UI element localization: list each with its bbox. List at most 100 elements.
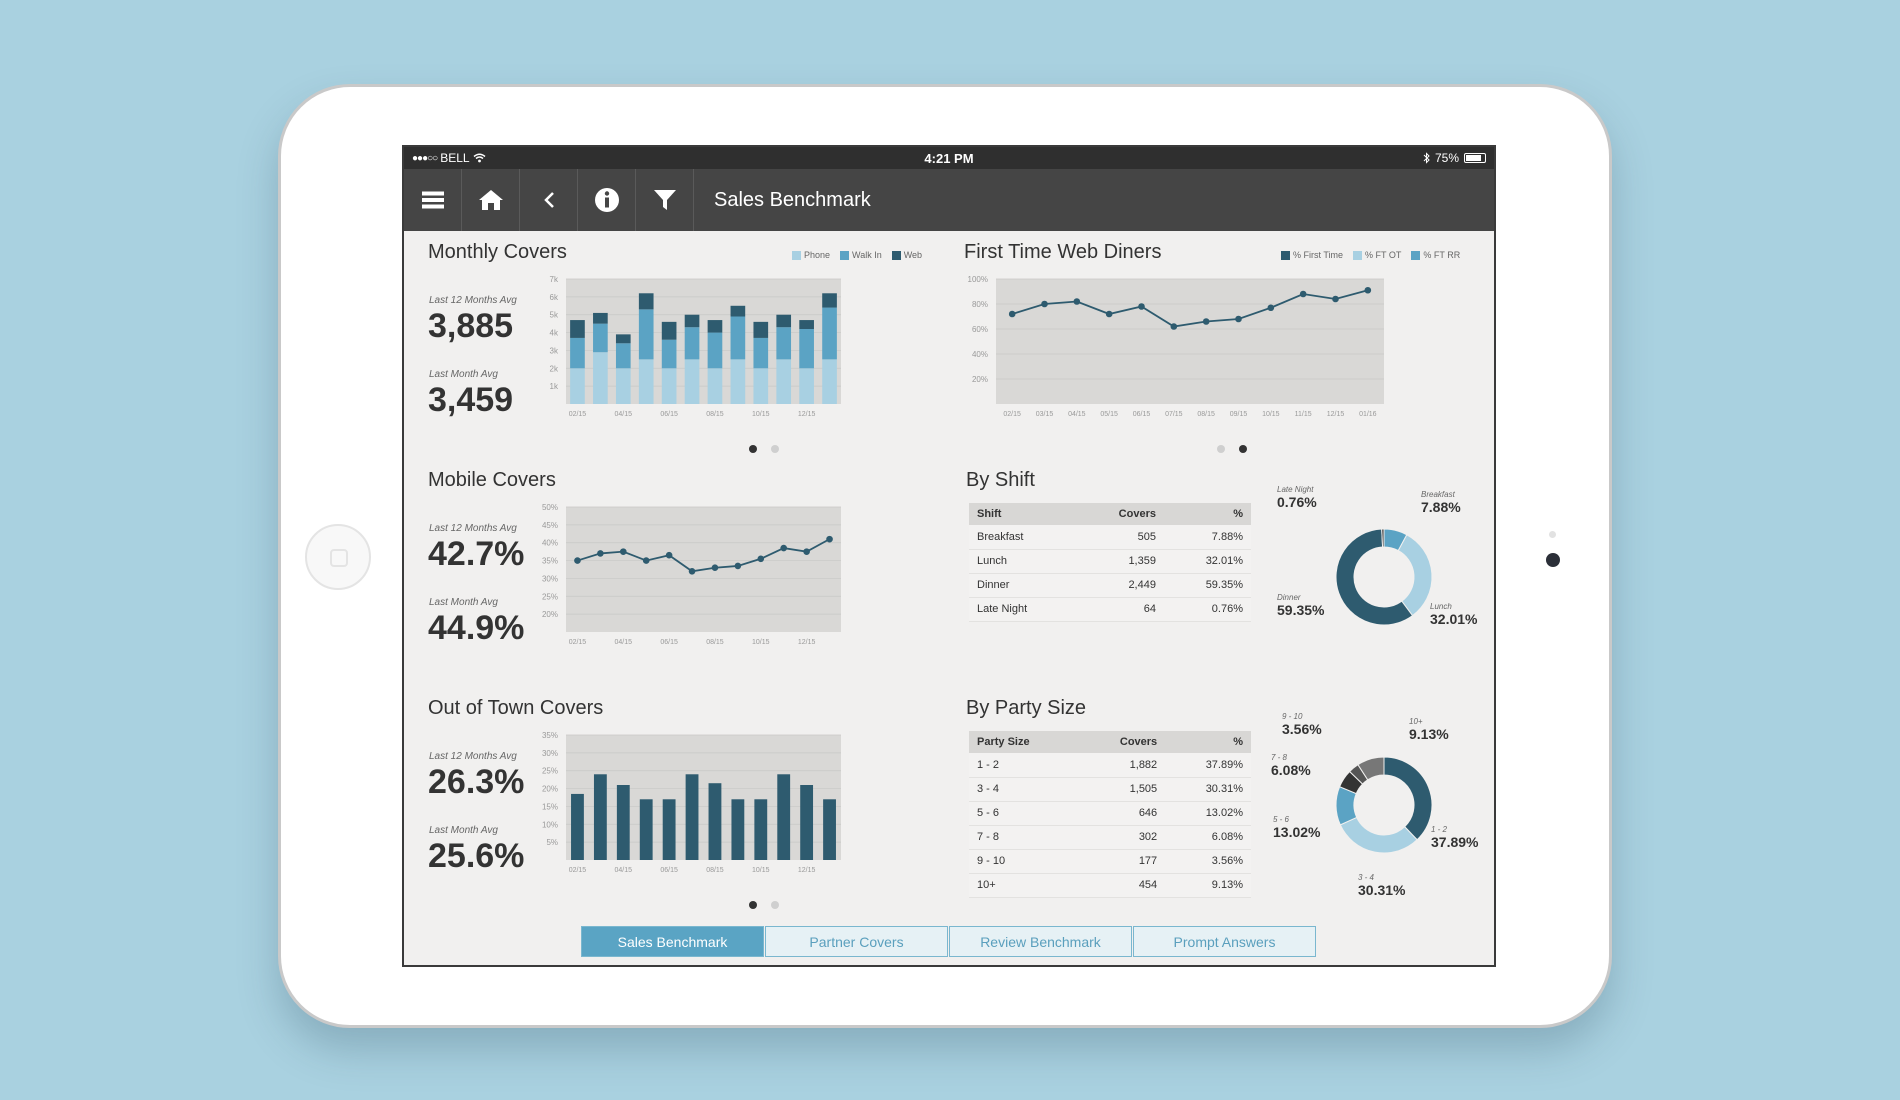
y-tick-label: 30%	[542, 749, 558, 758]
table-row[interactable]: 7 - 8 302 6.08%	[969, 825, 1251, 850]
y-tick-label: 35%	[542, 731, 558, 740]
x-tick-label: 11/15	[1295, 411, 1312, 417]
screen: ●●●○○ BELL 4:21 PM 75%	[402, 145, 1496, 967]
web-diners-pager[interactable]	[1217, 445, 1247, 453]
home-icon	[478, 190, 503, 210]
legend-web: Web	[891, 250, 922, 260]
filter-button[interactable]	[636, 169, 694, 231]
series-line	[1011, 289, 1369, 328]
slice-dinner	[1335, 528, 1414, 626]
page-dot[interactable]	[1239, 445, 1247, 453]
x-tick-label: 10/15	[1262, 411, 1280, 417]
stat-label: Last Month Avg	[429, 597, 498, 608]
slice-late-night	[1381, 528, 1385, 548]
table-cell: 32.01%	[1163, 549, 1251, 574]
table-cell: Lunch	[969, 549, 1077, 574]
table-cell: 30.31%	[1165, 777, 1251, 802]
table-row[interactable]: 1 - 2 1,882 37.89%	[969, 753, 1251, 778]
stat-label: Last Month Avg	[429, 825, 498, 836]
web-diners-title: First Time Web Diners	[964, 241, 1162, 263]
x-tick-label: 08/15	[706, 411, 724, 417]
page-dot[interactable]	[771, 901, 779, 909]
table-row[interactable]: 3 - 4 1,505 30.31%	[969, 777, 1251, 802]
out-of-town-pager[interactable]	[749, 901, 779, 909]
data-point	[619, 548, 627, 555]
table-header: Party Size Covers %	[969, 731, 1251, 753]
table-row[interactable]: 9 - 10 177 3.56%	[969, 849, 1251, 874]
by-party-size-title: By Party Size	[966, 697, 1087, 719]
y-tick-label: 20%	[972, 375, 988, 384]
stat-value: 3,885	[428, 307, 514, 345]
y-tick-label: 50%	[542, 503, 558, 512]
col-header: Party Size	[969, 731, 1080, 753]
bar	[823, 799, 836, 860]
bar-phone	[707, 368, 723, 404]
bar-web	[615, 334, 631, 344]
table-cell: 302	[1079, 825, 1166, 850]
data-point	[1105, 310, 1113, 318]
y-tick-label: 15%	[542, 802, 558, 811]
page-dot[interactable]	[749, 445, 757, 453]
tab-sales-benchmark[interactable]: Sales Benchmark	[581, 926, 764, 957]
monthly-legend: Phone Walk In Web	[792, 250, 922, 260]
bar-web	[684, 314, 700, 328]
bar	[639, 799, 653, 860]
y-tick-label: 40%	[972, 350, 988, 359]
back-button[interactable]	[520, 169, 578, 231]
x-tick-label: 06/15	[660, 639, 678, 645]
y-tick-label: 25%	[542, 767, 558, 776]
bar-walk-in	[753, 337, 769, 369]
col-header: Shift	[969, 503, 1077, 525]
bar-walk-in	[684, 327, 700, 360]
back-icon	[543, 192, 554, 208]
mobile-covers-chart: 20% 25% 30% 35% 40% 45% 50% 02/15 04/15 06/15 08/1…	[542, 503, 841, 645]
page-dot[interactable]	[771, 445, 779, 453]
bar-web	[661, 321, 677, 340]
info-icon	[594, 188, 619, 212]
table-row[interactable]: 10+ 454 9.13%	[969, 873, 1251, 898]
info-button[interactable]	[578, 169, 636, 231]
bar-walk-in	[638, 309, 654, 360]
bar-web	[570, 320, 585, 338]
stat-value: 25.6%	[428, 837, 525, 875]
table-row[interactable]: Breakfast 505 7.88%	[969, 525, 1251, 550]
plot-area	[996, 279, 1384, 404]
home-button[interactable]	[462, 169, 520, 231]
table-row[interactable]: Late Night 64 0.76%	[969, 597, 1251, 622]
x-tick-label: 08/15	[706, 639, 724, 645]
tab-prompt-answers[interactable]: Prompt Answers	[1133, 926, 1316, 957]
page-dot[interactable]	[749, 901, 757, 909]
legend-walkin: Walk In	[840, 250, 882, 260]
x-tick-label: 08/15	[706, 867, 724, 873]
bar-phone	[730, 359, 746, 404]
home-hardware-button[interactable]	[305, 524, 371, 590]
table-row[interactable]: 5 - 6 646 13.02%	[969, 801, 1251, 826]
x-tick-label: 05/15	[1100, 411, 1118, 417]
data-point	[1202, 318, 1210, 325]
y-tick-label: 6k	[550, 293, 559, 302]
bar-web	[638, 293, 654, 310]
data-point	[1041, 300, 1048, 308]
stat-value: 3,459	[428, 381, 514, 419]
donut-label-5-6: 5 - 6 13.02%	[1273, 815, 1321, 840]
y-tick-label: 20%	[542, 785, 558, 794]
tab-partner-covers[interactable]: Partner Covers	[765, 926, 948, 957]
monthly-covers-chart: 1k 2k 3k 4k 5k 6k 7k 02/15 04/15 06/15 08/15 10/15 1…	[550, 275, 841, 417]
bar-walk-in	[730, 316, 746, 360]
menu-button[interactable]	[404, 169, 462, 231]
tab-review-benchmark[interactable]: Review Benchmark	[949, 926, 1132, 957]
col-header: Covers	[1079, 731, 1166, 753]
web-diners-chart: 20% 40% 60% 80% 100% 02/15 03/15 04/15 05/15 06/1…	[968, 275, 1384, 417]
table-row[interactable]: Lunch 1,359 32.01%	[969, 549, 1251, 574]
donut-label-dinner: Dinner 59.35%	[1277, 593, 1325, 618]
wifi-icon	[473, 153, 486, 163]
legend-first-time: % First Time	[1281, 250, 1343, 260]
table-header: Shift Covers %	[969, 503, 1251, 525]
bar	[616, 785, 630, 860]
monthly-pager[interactable]	[749, 445, 779, 453]
donut-label-late-night: Late Night 0.76%	[1277, 485, 1317, 510]
table-row[interactable]: Dinner 2,449 59.35%	[969, 573, 1251, 598]
x-tick-label: 04/15	[615, 867, 633, 873]
table-cell: 6.08%	[1165, 825, 1251, 850]
page-dot[interactable]	[1217, 445, 1225, 453]
